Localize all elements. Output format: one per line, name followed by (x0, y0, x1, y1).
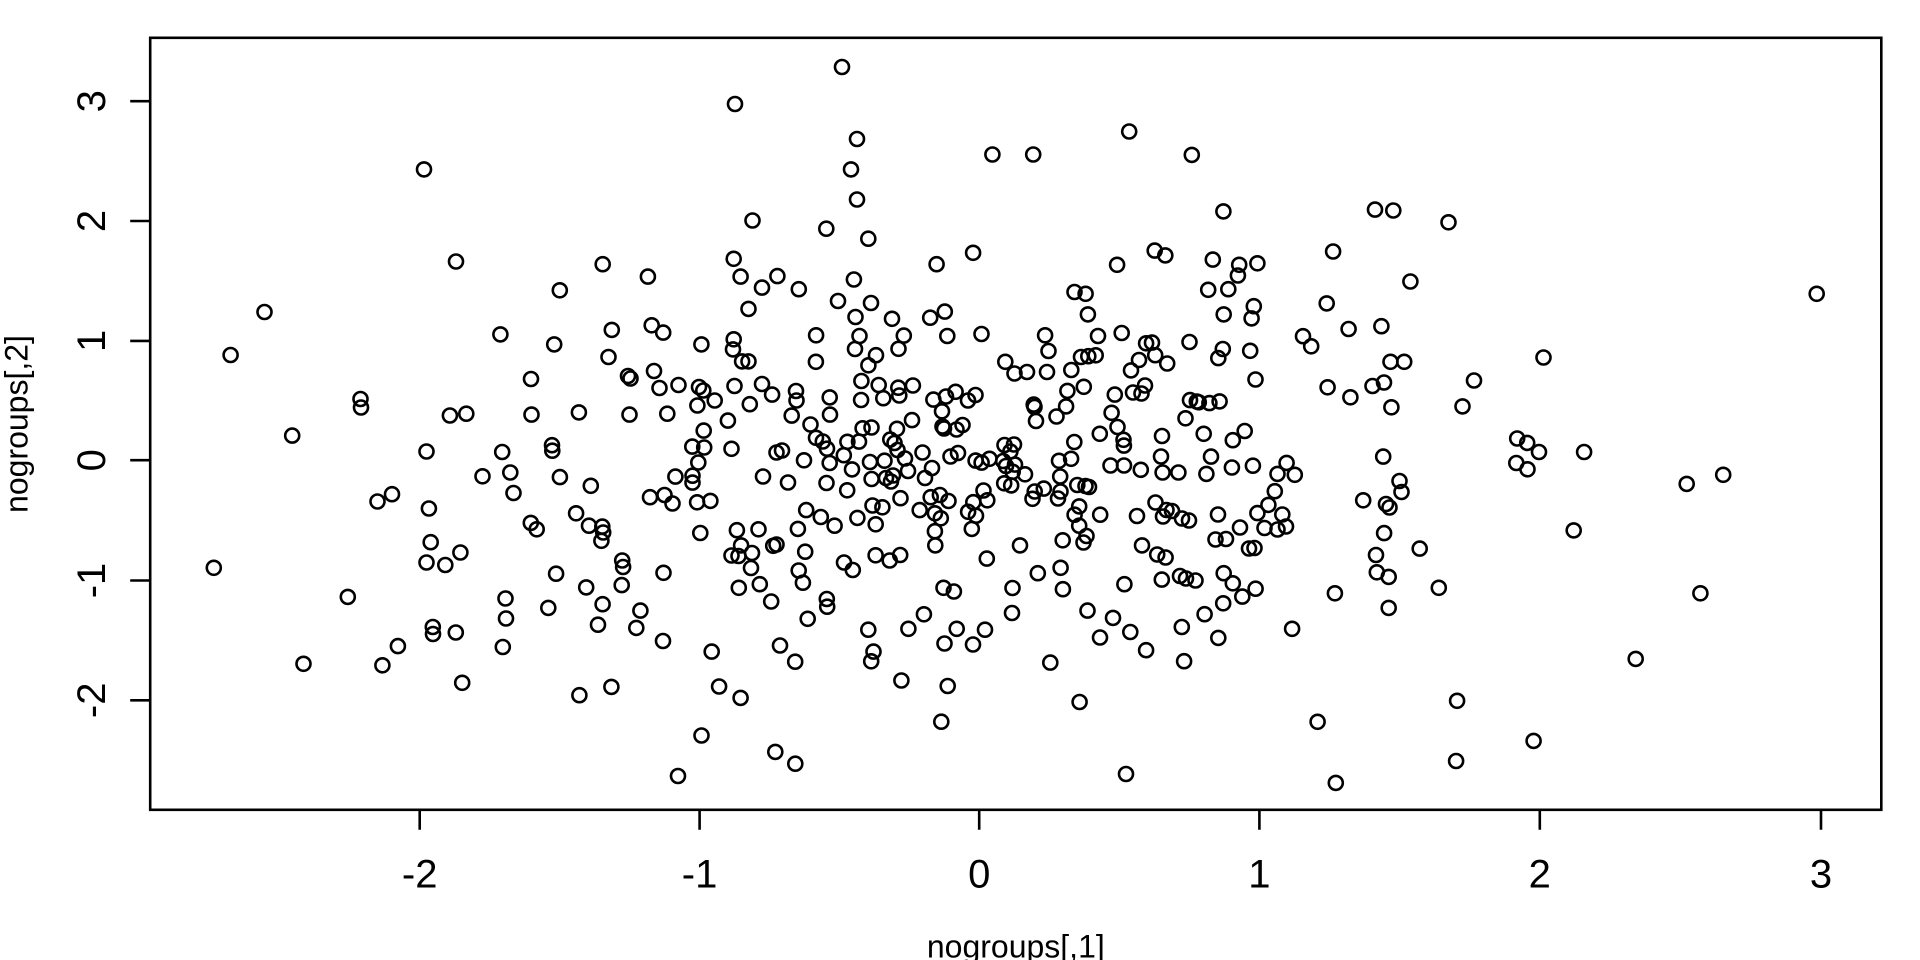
svg-text:nogroups[,1]: nogroups[,1] (927, 929, 1105, 960)
svg-text:1: 1 (1248, 853, 1270, 897)
svg-text:-2: -2 (402, 853, 438, 897)
svg-text:-1: -1 (682, 853, 718, 897)
svg-text:1: 1 (70, 330, 114, 352)
svg-text:2: 2 (1529, 853, 1551, 897)
svg-text:-2: -2 (70, 683, 114, 719)
svg-text:3: 3 (1810, 853, 1832, 897)
svg-text:-1: -1 (70, 563, 114, 599)
svg-text:2: 2 (70, 210, 114, 232)
svg-text:0: 0 (968, 853, 990, 897)
svg-text:0: 0 (70, 449, 114, 471)
svg-text:3: 3 (70, 90, 114, 112)
svg-text:nogroups[,2]: nogroups[,2] (0, 335, 35, 513)
